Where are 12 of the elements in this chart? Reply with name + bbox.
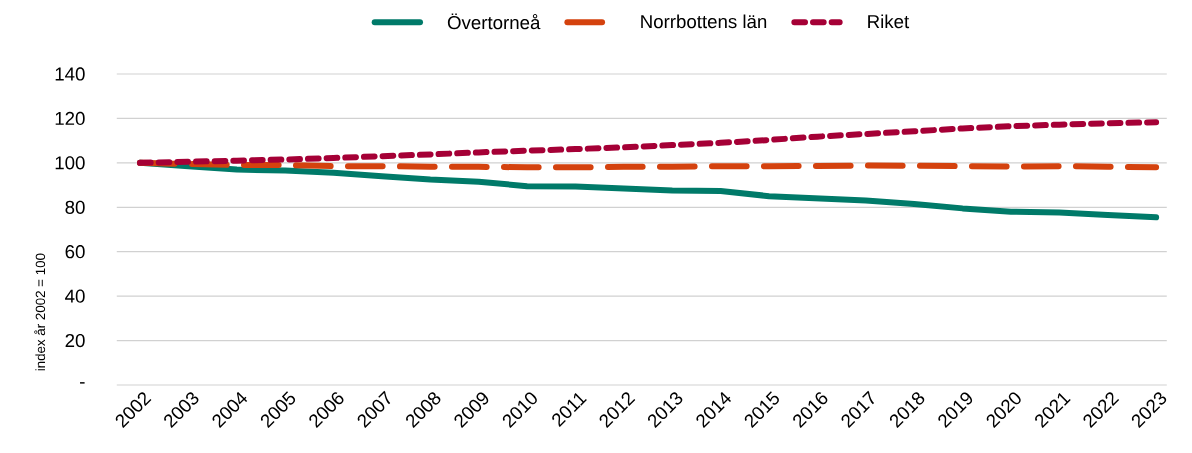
y-tick-label: 80 [65, 200, 85, 214]
y-tick-label: 40 [65, 289, 85, 303]
y-tick-label: 140 [55, 67, 85, 81]
legend-label: Övertorneå [447, 13, 541, 30]
y-tick-label: 20 [65, 333, 85, 348]
legend-label: Riket [868, 14, 910, 29]
y-tick-label: 60 [65, 245, 85, 259]
y-axis-title: index år 2002 = 100 [34, 253, 46, 371]
y-tick-label: 120 [55, 111, 85, 126]
y-tick-label: - [80, 382, 85, 384]
y-tick-label: 100 [55, 156, 85, 170]
legend-label: Norrbottens län [641, 14, 767, 29]
